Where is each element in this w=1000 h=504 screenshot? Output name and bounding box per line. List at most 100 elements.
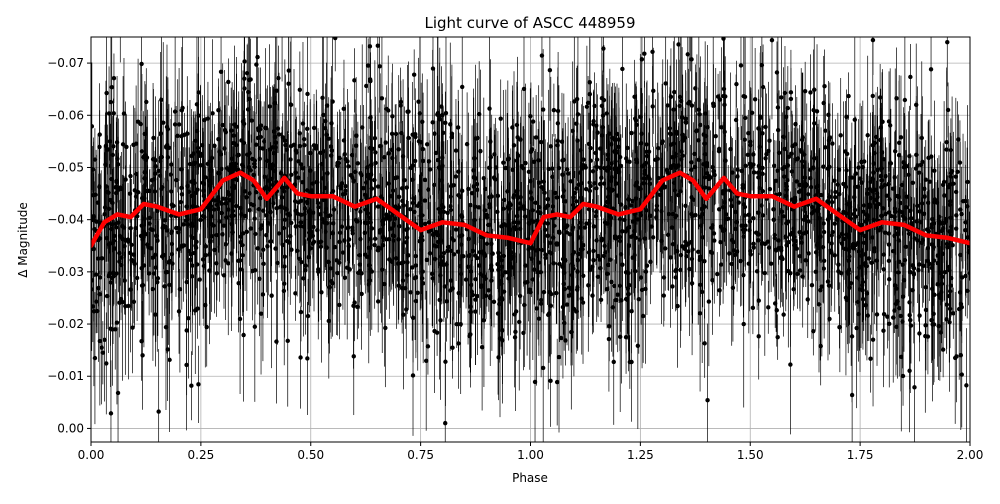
observation-point: [822, 266, 826, 270]
observation-point: [305, 127, 309, 131]
observation-point: [874, 258, 878, 262]
observation-point: [965, 289, 969, 293]
observation-point: [588, 268, 592, 272]
observation-point: [914, 166, 918, 170]
observation-point: [255, 55, 259, 59]
observation-point: [450, 236, 454, 240]
observation-point: [739, 63, 743, 67]
observation-point: [928, 180, 932, 184]
observation-point: [841, 182, 845, 186]
observation-point: [384, 140, 388, 144]
observation-point: [779, 95, 783, 99]
observation-point: [140, 353, 144, 357]
observation-point: [280, 195, 284, 199]
observation-point: [923, 323, 927, 327]
observation-point: [306, 314, 310, 318]
observation-point: [396, 237, 400, 241]
observation-point: [518, 294, 522, 298]
observation-point: [350, 226, 354, 230]
observation-point: [432, 243, 436, 247]
observation-point: [282, 189, 286, 193]
observation-point: [616, 293, 620, 297]
observation-point: [550, 166, 554, 170]
observation-point: [788, 362, 792, 366]
observation-point: [515, 158, 519, 162]
observation-point: [390, 114, 394, 118]
observation-point: [100, 256, 104, 260]
observation-point: [592, 181, 596, 185]
observation-point: [948, 199, 952, 203]
observation-point: [380, 267, 384, 271]
observation-point: [426, 187, 430, 191]
observation-point: [777, 192, 781, 196]
observation-point: [862, 203, 866, 207]
observation-point: [252, 216, 256, 220]
observation-point: [598, 266, 602, 270]
observation-point: [372, 243, 376, 247]
observation-point: [909, 216, 913, 220]
observation-point: [469, 283, 473, 287]
observation-point: [617, 145, 621, 149]
observation-point: [598, 166, 602, 170]
observation-point: [346, 164, 350, 168]
observation-point: [702, 341, 706, 345]
observation-point: [555, 241, 559, 245]
observation-point: [148, 216, 152, 220]
observation-point: [793, 196, 797, 200]
observation-point: [539, 140, 543, 144]
observation-point: [599, 298, 603, 302]
observation-point: [376, 204, 380, 208]
observation-point: [641, 314, 645, 318]
observation-point: [917, 262, 921, 266]
observation-point: [958, 160, 962, 164]
observation-point: [811, 108, 815, 112]
observation-point: [614, 151, 618, 155]
observation-point: [449, 278, 453, 282]
observation-point: [456, 341, 460, 345]
observation-point: [678, 268, 682, 272]
observation-point: [829, 250, 833, 254]
observation-point: [705, 398, 709, 402]
observation-point: [826, 113, 830, 117]
observation-point: [139, 122, 143, 126]
observation-point: [319, 290, 323, 294]
observation-point: [104, 144, 108, 148]
observation-point: [763, 156, 767, 160]
observation-point: [917, 171, 921, 175]
observation-point: [868, 357, 872, 361]
observation-point: [443, 360, 447, 364]
observation-point: [679, 253, 683, 257]
observation-point: [763, 125, 767, 129]
observation-point: [668, 126, 672, 130]
observation-point: [269, 293, 273, 297]
observation-point: [312, 126, 316, 130]
observation-point: [569, 330, 573, 334]
observation-point: [853, 185, 857, 189]
observation-point: [464, 277, 468, 281]
observation-point: [513, 335, 517, 339]
observation-point: [140, 149, 144, 153]
observation-point: [833, 190, 837, 194]
observation-point: [929, 318, 933, 322]
observation-point: [864, 219, 868, 223]
observation-point: [346, 226, 350, 230]
observation-point: [866, 313, 870, 317]
observation-point: [280, 32, 284, 36]
observation-point: [798, 268, 802, 272]
observation-point: [234, 204, 238, 208]
observation-point: [789, 152, 793, 156]
observation-point: [637, 237, 641, 241]
observation-point: [629, 203, 633, 207]
observation-point: [531, 119, 535, 123]
observation-point: [917, 331, 921, 335]
observation-point: [821, 164, 825, 168]
observation-point: [262, 139, 266, 143]
observation-point: [567, 286, 571, 290]
observation-point: [900, 263, 904, 267]
observation-point: [239, 138, 243, 142]
observation-point: [369, 172, 373, 176]
observation-point: [612, 360, 616, 364]
observation-point: [634, 118, 638, 122]
observation-point: [207, 268, 211, 272]
observation-point: [830, 200, 834, 204]
